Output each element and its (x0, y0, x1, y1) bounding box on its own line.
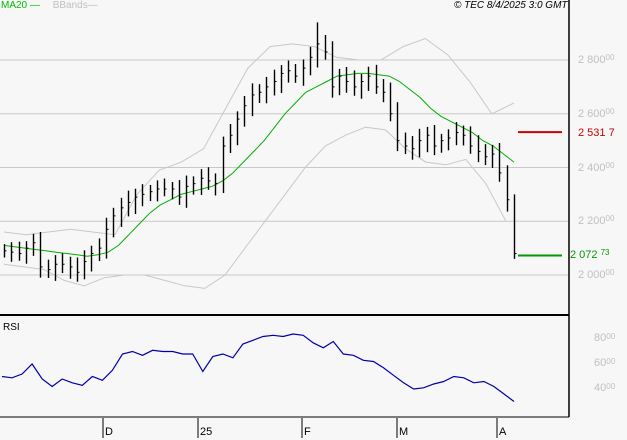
bband-upper-line (3, 37, 515, 236)
rsi-axis-label: 6000 (594, 357, 616, 369)
x-axis-label: 25 (200, 426, 213, 438)
rsi-axis-label: 8000 (594, 332, 616, 344)
y-axis-label: 2 80000 (578, 53, 615, 66)
y-axis-label: 2 20000 (578, 214, 615, 228)
y-axis-label: 2 00000 (578, 268, 615, 281)
rsi-axis-label: 4000 (594, 382, 616, 394)
ma20-line (3, 72, 515, 257)
x-axis-label: D (105, 426, 113, 438)
x-axis-label: F (304, 426, 311, 438)
bband-lower-line (3, 126, 507, 289)
legend-bbands: BBands— (52, 0, 98, 11)
legend-ma20: MA20 — (1, 0, 40, 11)
resistance-label: 2 531 7 (578, 127, 615, 139)
copyright-timestamp: © TEC 8/4/2025 3:0 GMT (454, 0, 568, 11)
chart-legend: MA20 — BBands— (1, 0, 98, 12)
x-axis-label: M (399, 426, 409, 438)
rsi-line (1, 333, 515, 402)
y-axis-label: 2 60000 (578, 106, 615, 120)
x-axis-label: A (499, 426, 507, 438)
support-label: 2 072 73 (570, 248, 610, 261)
rsi-title: RSI (3, 322, 20, 333)
y-axis-label: 2 40000 (578, 160, 615, 174)
